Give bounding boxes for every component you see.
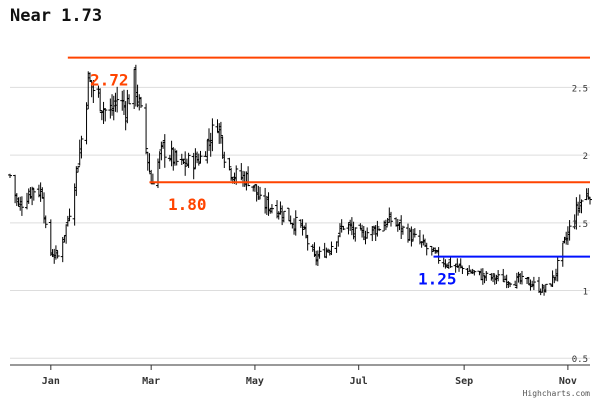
ohlc-bar	[87, 72, 92, 83]
ohlc-bar	[258, 186, 263, 200]
ohlc-bar	[43, 215, 48, 229]
ohlc-bar	[508, 283, 513, 288]
ohlc-bar	[329, 241, 334, 256]
ohlc-bar	[480, 268, 485, 285]
x-tick-label: May	[246, 376, 264, 387]
ohlc-bar	[458, 258, 463, 269]
ohlc-bar	[484, 271, 489, 281]
ohlc-bar	[281, 210, 286, 223]
ohlc-bar	[198, 150, 203, 164]
ohlc-bar	[186, 152, 191, 168]
ohlc-bar	[98, 88, 103, 112]
ohlc-bar	[424, 242, 429, 256]
ohlc-bar	[365, 227, 370, 239]
ohlc-bar	[55, 250, 60, 259]
ohlc-bar	[8, 173, 12, 179]
ohlc-bar	[76, 165, 81, 173]
ohlc-bar	[317, 246, 322, 259]
ohlc-bar	[579, 199, 584, 214]
ohlc-bar	[196, 153, 201, 166]
ohlc-bar	[388, 211, 393, 227]
ohlc-bar	[531, 276, 536, 291]
y-tick-label: 0.5	[572, 355, 588, 365]
ohlc-bar	[472, 270, 477, 276]
ohlc-bar	[460, 266, 465, 275]
ohlc-bar	[144, 103, 149, 155]
ohlc-bar	[377, 228, 382, 232]
x-tick-label: Jan	[42, 376, 60, 387]
x-tick-label: Mar	[142, 376, 160, 387]
ohlc-bar	[210, 118, 215, 152]
chart-credit: Highcharts.com	[522, 389, 590, 398]
ohlc-bar	[448, 256, 453, 268]
ohlc-bar	[127, 94, 132, 105]
level-label: 1.80	[168, 195, 207, 214]
ohlc-bar	[506, 280, 511, 289]
x-tick-label: Jul	[350, 376, 368, 387]
ohlc-bar	[67, 208, 72, 222]
x-tick-label: Nov	[559, 376, 577, 387]
chart-title: Near 1.73	[10, 6, 103, 26]
x-tick-label: Sep	[455, 376, 473, 387]
ohlc-bar	[293, 210, 298, 236]
ohlc-bar	[222, 151, 227, 168]
ohlc-bar	[519, 270, 524, 285]
ohlc-bar	[560, 242, 565, 267]
ohlc-bar	[79, 135, 84, 159]
ohlc-bar	[227, 157, 232, 171]
ohlc-bar	[174, 150, 179, 166]
ohlc-bar	[191, 152, 196, 180]
ohlc-bar	[91, 79, 96, 104]
ohlc-bar	[341, 225, 346, 231]
ohlc-bars	[8, 64, 592, 296]
ohlc-bar	[555, 257, 560, 282]
ohlc-bar	[353, 227, 358, 242]
ohlc-bar	[436, 247, 441, 264]
ohlc-bar	[218, 121, 223, 144]
ohlc-bar	[400, 225, 405, 235]
ohlc-bar	[588, 196, 592, 205]
ohlc-bar	[103, 108, 108, 122]
y-tick-label: 1.5	[572, 220, 588, 230]
ohlc-bar	[491, 273, 496, 283]
y-tick-label: 1	[583, 288, 588, 298]
ohlc-bar	[543, 283, 548, 293]
ohlc-bar	[30, 186, 35, 206]
level-lines: 2.72 1.80 1.25	[67, 56, 590, 289]
ohlc-bar	[19, 196, 24, 216]
level-label: 1.25	[418, 270, 457, 289]
grid-layer	[10, 86, 590, 359]
ohlc-bar	[269, 204, 274, 214]
y-tick-label: 2	[583, 152, 588, 162]
ohlc-bar	[115, 86, 120, 113]
ohlc-bar	[412, 228, 417, 238]
ohlc-bar	[305, 234, 310, 251]
ohlc-bar	[567, 220, 572, 241]
ohlc-bar	[550, 270, 555, 287]
level-label: 2.72	[90, 71, 129, 90]
ohlc-bar	[409, 226, 414, 247]
ohlc-bar	[138, 96, 143, 108]
axes: 0.5 1 1.5 2 2.5 Jan Mar May Jul Sep Nov	[10, 84, 590, 387]
y-tick-label: 2.5	[572, 84, 588, 94]
ohlc-bar	[162, 134, 167, 168]
ohlc-bar	[496, 270, 501, 282]
ohlc-bar	[31, 188, 36, 201]
